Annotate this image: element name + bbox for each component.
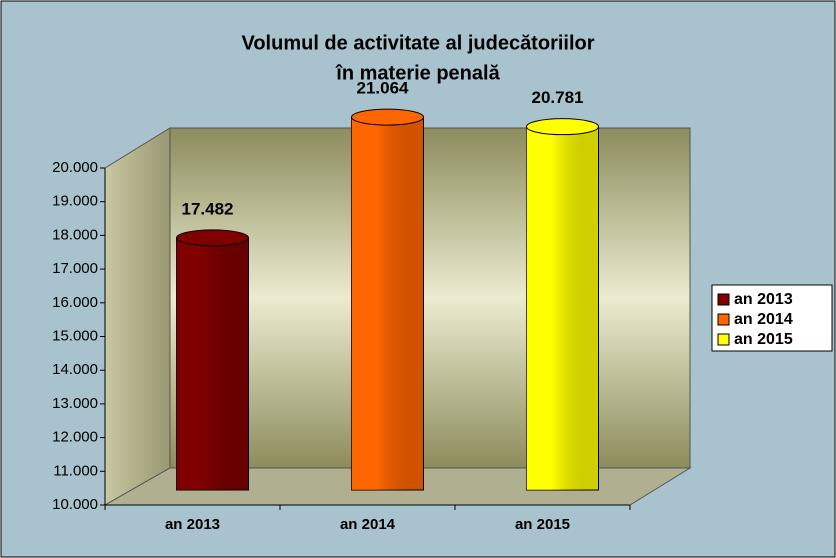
value-label: 21.064 [357, 79, 410, 98]
y-tick-label: 19.000 [52, 193, 98, 210]
legend-label: an 2013 [734, 291, 793, 308]
y-tick-label: 17.000 [52, 260, 98, 277]
chart-title: Volumul de activitate al judecătoriilor [241, 32, 594, 54]
y-tick-label: 20.000 [52, 159, 98, 176]
back-wall [169, 127, 691, 469]
y-tick-label: 16.000 [52, 294, 98, 311]
bar-top [176, 229, 249, 247]
legend-swatch [717, 293, 730, 306]
legend-label: an 2014 [734, 311, 793, 328]
bar-shade [351, 117, 424, 491]
y-tick-label: 15.000 [52, 327, 98, 344]
x-tick-label: an 2014 [340, 516, 396, 533]
legend [711, 284, 833, 352]
legend-label: an 2015 [734, 331, 793, 348]
y-tick-label: 13.000 [52, 395, 98, 412]
y-tick-label: 14.000 [52, 361, 98, 378]
bar-shade [176, 237, 249, 490]
bar-top [351, 108, 424, 126]
bar-top [526, 118, 599, 136]
legend-swatch [717, 313, 730, 326]
x-tick-label: an 2013 [165, 516, 220, 533]
y-tick-label: 12.000 [52, 429, 98, 446]
value-label: 17.482 [182, 199, 234, 218]
chart-title: în materie penală [335, 62, 500, 84]
y-tick-label: 18.000 [52, 226, 98, 243]
y-tick-label: 11.000 [53, 462, 98, 479]
bar-shade [526, 126, 599, 490]
x-tick-label: an 2015 [515, 516, 570, 533]
legend-swatch [717, 333, 730, 346]
value-label: 20.781 [532, 88, 584, 107]
side-wall [104, 127, 171, 506]
y-tick-label: 10.000 [52, 496, 98, 513]
